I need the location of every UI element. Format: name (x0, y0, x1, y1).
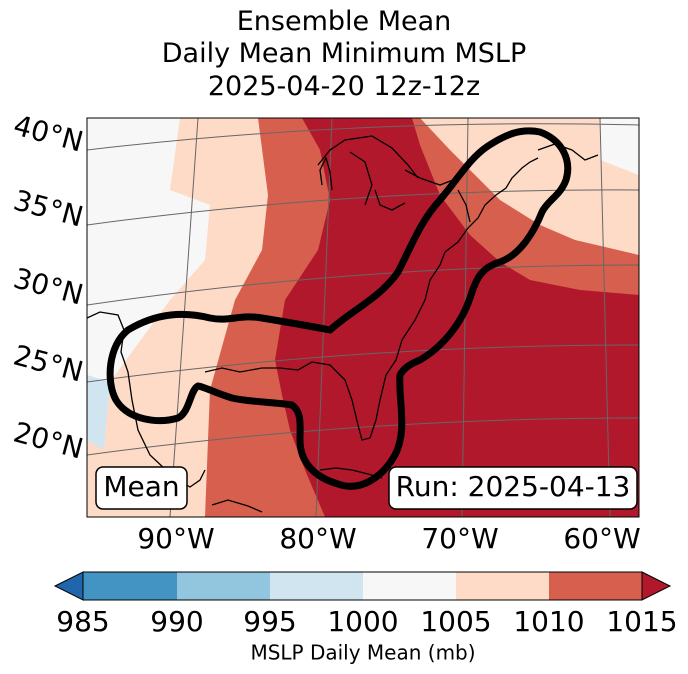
title-line-2: Daily Mean Minimum MSLP (161, 38, 527, 69)
colorbar-bin-985-990 (83, 572, 177, 600)
field-995-1000 (87, 375, 110, 455)
title-line-1: Ensemble Mean (236, 6, 452, 37)
colorbar-tick-995: 995 (243, 605, 296, 638)
colorbar-extend-min (53, 571, 84, 601)
colorbar-tick-1005: 1005 (420, 605, 491, 638)
colorbar-tick-985: 985 (56, 605, 109, 638)
colorbar-tick-1015: 1015 (606, 605, 677, 638)
graticule (87, 118, 639, 517)
lon-label-70w: 70°W (421, 522, 498, 555)
colorbar-bin-1010-1015 (549, 572, 642, 600)
colorbar-label: MSLP Daily Mean (mb) (250, 641, 475, 665)
title-line-3: 2025-04-20 12z-12z (207, 71, 481, 102)
colorbar-tick-1010: 1010 (513, 605, 584, 638)
lon-label-90w: 90°W (137, 522, 214, 555)
badge-right-label: Run: 2025-04-13 (396, 470, 631, 503)
map-panel (87, 118, 639, 517)
map-frame (86, 117, 640, 518)
lat-label-20: 20°N (10, 415, 87, 465)
lon-label-80w: 80°W (279, 522, 356, 555)
colorbar-tick-1000: 1000 (327, 605, 398, 638)
colorbar-frame (82, 571, 643, 601)
colorbar-extend-max (641, 571, 672, 601)
colorbar-bin-1005-1010 (456, 572, 549, 600)
colorbar-bin-995-1000 (270, 572, 363, 600)
colorbar-bin-1000-1005 (363, 572, 456, 600)
badge-right-box (388, 466, 638, 510)
lat-label-25: 25°N (10, 338, 87, 388)
colorbar: 985 990 995 1000 1005 1010 1015 MSLP Dai… (53, 571, 678, 665)
field-over-1015 (275, 118, 639, 517)
badge-left-box (95, 466, 188, 510)
mean-contour (106, 127, 572, 490)
lat-label-35: 35°N (10, 183, 87, 233)
badge-left-label: Mean (103, 470, 179, 503)
colorbar-bin-990-995 (177, 572, 270, 600)
lat-label-30: 30°N (10, 261, 87, 311)
lon-label-60w: 60°W (563, 522, 640, 555)
colorbar-tick-990: 990 (150, 605, 203, 638)
lat-label-40: 40°N (10, 108, 87, 158)
